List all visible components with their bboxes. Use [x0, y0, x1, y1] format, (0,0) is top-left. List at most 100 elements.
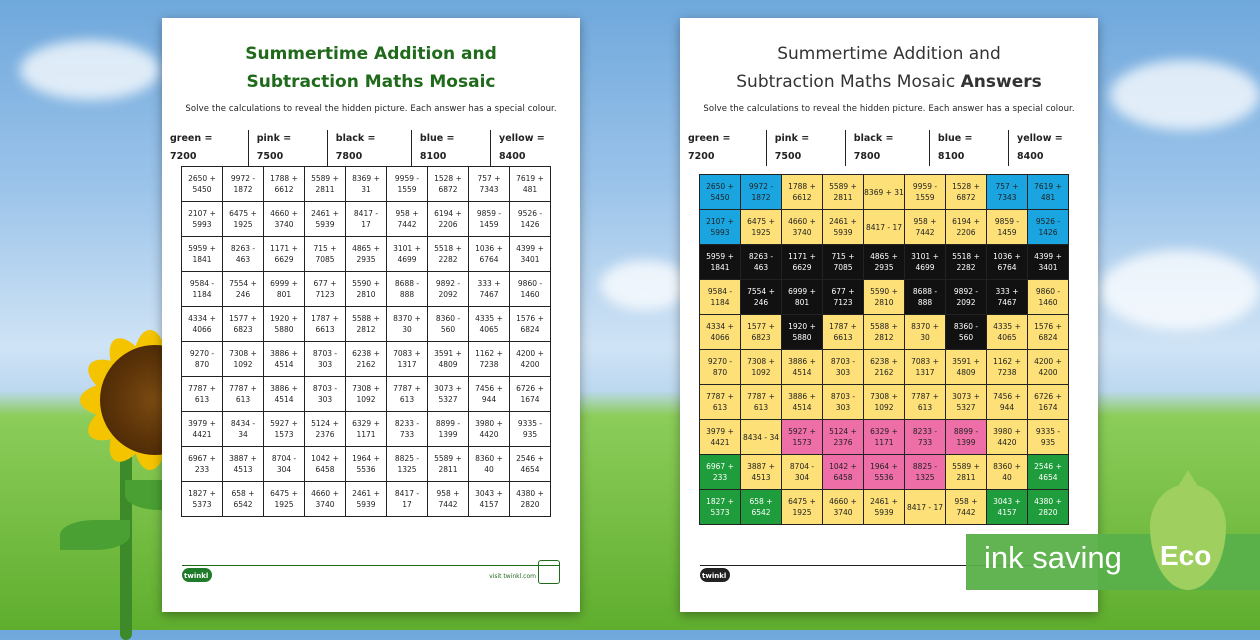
mosaic-cell: 1036 + 6764: [468, 236, 510, 272]
mosaic-cell: 9859 - 1459: [986, 209, 1028, 245]
mosaic-cell: 8704 - 304: [263, 446, 305, 482]
mosaic-cell: 8899 - 1399: [945, 419, 987, 455]
colour-key: green = 7200 pink = 7500 black = 7800 bl…: [680, 130, 1098, 166]
mosaic-cell: 5588 + 2812: [345, 306, 387, 342]
mosaic-cell: 8233 - 733: [904, 419, 946, 455]
mosaic-cell: 7787 + 613: [740, 384, 782, 420]
mosaic-cell: 958 + 7442: [945, 489, 987, 525]
title-line-1: Summertime Addition and: [777, 44, 1001, 64]
logo-text: twinkl: [702, 572, 727, 580]
mosaic-cell: 677 + 7123: [822, 279, 864, 315]
mosaic-cell: 7787 + 613: [904, 384, 946, 420]
title-line-2: Subtraction Maths Mosaic: [246, 72, 496, 92]
mosaic-cell: 658 + 6542: [740, 489, 782, 525]
mosaic-cell: 9859 - 1459: [468, 201, 510, 237]
mosaic-cell: 9335 - 935: [1027, 419, 1069, 455]
worksheet-title: Summertime Addition and Subtraction Math…: [162, 40, 580, 96]
mosaic-cell: 1171 + 6629: [263, 236, 305, 272]
site-link[interactable]: visit twinkl.com: [489, 573, 536, 580]
mosaic-cell: 5927 + 1573: [781, 419, 823, 455]
mosaic-cell: 5590 + 2810: [345, 271, 387, 307]
mosaic-cell: 7619 + 481: [509, 166, 551, 202]
mosaic-cell: 8417 - 17: [863, 209, 905, 245]
mosaic-cell: 2461 + 5939: [822, 209, 864, 245]
twinkl-logo: [182, 568, 212, 582]
mosaic-cell: 4865 + 2935: [863, 244, 905, 280]
mosaic-cell: 5589 + 2811: [945, 454, 987, 490]
mosaic-cell: 1576 + 6824: [1027, 314, 1069, 350]
key-blue: blue = 8100: [410, 130, 490, 166]
mosaic-cell: 8369 + 31: [345, 166, 387, 202]
mosaic-cell: 4660 + 3740: [263, 201, 305, 237]
mosaic-cell: 1827 + 5373: [181, 481, 223, 517]
mosaic-cell: 8263 - 463: [740, 244, 782, 280]
mosaic-cell: 9335 - 935: [509, 411, 551, 447]
mosaic-cell: 1964 + 5536: [345, 446, 387, 482]
mosaic-cell: 1788 + 6612: [781, 174, 823, 210]
mosaic-cell: 4334 + 4066: [699, 314, 741, 350]
mosaic-cell: 2461 + 5939: [304, 201, 346, 237]
mosaic-cell: 8360 + 40: [468, 446, 510, 482]
grid-row: 5959 + 1841 8263 - 463 1171 + 6629 715 + 70…: [699, 244, 1069, 280]
mosaic-cell: 8417 - 17: [904, 489, 946, 525]
grid-row: 7787 + 613 7787 + 613 3886 + 4514 8703 - 30…: [181, 376, 551, 412]
key-black: black = 7800: [844, 130, 929, 166]
eco-drop-icon: [1150, 484, 1226, 590]
mosaic-cell: 4660 + 3740: [781, 209, 823, 245]
grid-row: 9270 - 870 7308 + 1092 3886 + 4514 8703 - 3…: [699, 349, 1069, 385]
cloud: [20, 40, 160, 100]
mosaic-cell: 3101 + 4699: [904, 244, 946, 280]
mosaic-cell: 1787 + 6613: [822, 314, 864, 350]
grid-row: 2107 + 5993 6475 + 1925 4660 + 3740 2461 + …: [181, 201, 551, 237]
answers-page: Summertime Addition and Subtraction Math…: [680, 18, 1098, 612]
mosaic-cell: 715 + 7085: [822, 244, 864, 280]
mosaic-cell: 3073 + 5327: [945, 384, 987, 420]
mosaic-cell: 9959 - 1559: [386, 166, 428, 202]
grid-row: 2650 + 5450 9972 - 1872 1788 + 6612 5589 + …: [699, 174, 1069, 210]
mosaic-cell: 6967 + 233: [699, 454, 741, 490]
mosaic-cell: 8688 - 888: [386, 271, 428, 307]
mosaic-cell: 5589 + 2811: [427, 446, 469, 482]
mosaic-cell: 8370 + 30: [904, 314, 946, 350]
mosaic-cell: 677 + 7123: [304, 271, 346, 307]
eco-label: Eco: [1160, 540, 1212, 571]
grid-row: 2650 + 5450 9972 - 1872 1788 + 6612 5589 + …: [181, 166, 551, 202]
mosaic-cell: 1528 + 6872: [945, 174, 987, 210]
mosaic-cell: 1528 + 6872: [427, 166, 469, 202]
key-blue: blue = 8100: [928, 130, 1008, 166]
key-yellow: yellow = 8400: [490, 130, 580, 166]
mosaic-cell: 658 + 6542: [222, 481, 264, 517]
mosaic-cell: 6726 + 1674: [1027, 384, 1069, 420]
mosaic-cell: 4335 + 4065: [468, 306, 510, 342]
mosaic-cell: 7308 + 1092: [345, 376, 387, 412]
mosaic-cell: 4399 + 3401: [1027, 244, 1069, 280]
mosaic-cell: 9972 - 1872: [222, 166, 264, 202]
mosaic-cell: 1920 + 5880: [781, 314, 823, 350]
grid-row: 4334 + 4066 1577 + 6823 1920 + 5880 1787 + …: [699, 314, 1069, 350]
twinkl-logo: [700, 568, 730, 582]
mosaic-cell: 5959 + 1841: [699, 244, 741, 280]
mosaic-cell: 2650 + 5450: [181, 166, 223, 202]
mosaic-cell: 7456 + 944: [468, 376, 510, 412]
mosaic-cell: 9972 - 1872: [740, 174, 782, 210]
mosaic-cell: 8704 - 304: [781, 454, 823, 490]
mosaic-cell: 9860 - 1460: [1027, 279, 1069, 315]
footer-divider: [182, 564, 560, 566]
mosaic-cell: 7787 + 613: [181, 376, 223, 412]
mosaic-cell: 1577 + 6823: [222, 306, 264, 342]
mosaic-cell: 1036 + 6764: [986, 244, 1028, 280]
key-green: green = 7200: [688, 133, 731, 162]
key-green: green = 7200: [170, 133, 213, 162]
mosaic-cell: 6999 + 801: [263, 271, 305, 307]
mosaic-cell: 3887 + 4513: [222, 446, 264, 482]
grid-row: 6967 + 233 3887 + 4513 8704 - 304 1042 + 64…: [699, 454, 1069, 490]
mosaic-cell: 4200 + 4200: [509, 341, 551, 377]
mosaic-cell: 8370 + 30: [386, 306, 428, 342]
mosaic-cell: 8233 - 733: [386, 411, 428, 447]
sunflower-leaf: [60, 520, 130, 550]
mosaic-cell: 7554 + 246: [740, 279, 782, 315]
grid-row: 1827 + 5373 658 + 6542 6475 + 1925 4660 + 3…: [181, 481, 551, 517]
mosaic-cell: 4380 + 2820: [509, 481, 551, 517]
grid-row: 3979 + 4421 8434 - 34 5927 + 1573 5124 + 23…: [699, 419, 1069, 455]
mosaic-cell: 9892 - 2092: [945, 279, 987, 315]
